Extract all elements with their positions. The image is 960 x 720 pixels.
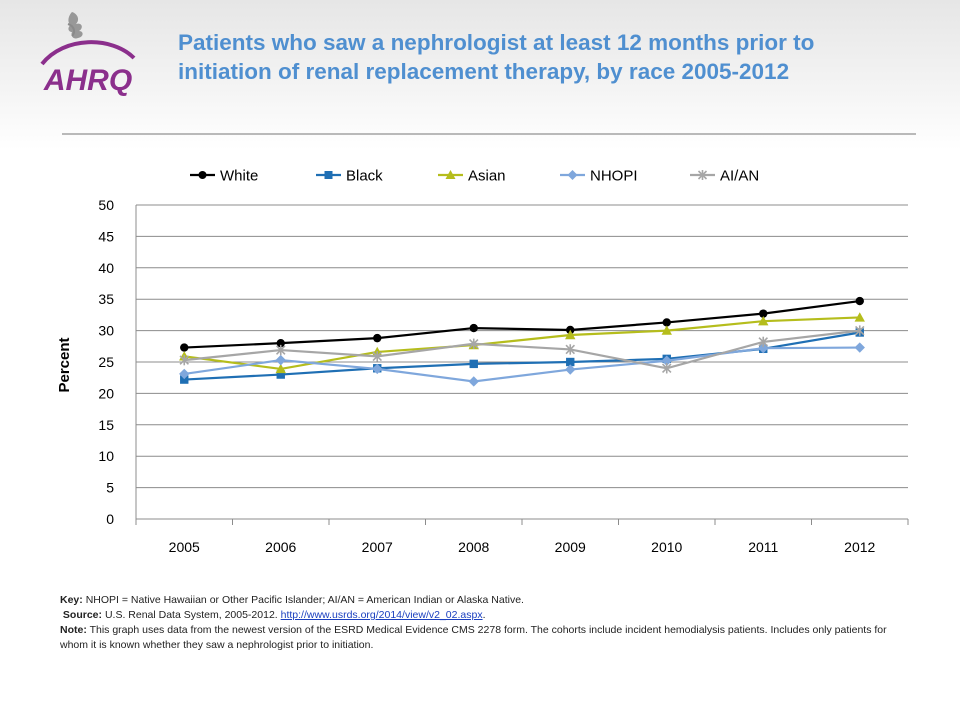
y-tick-label: 0 — [106, 511, 114, 527]
data-point — [566, 357, 575, 367]
y-tick-labels: 0 5 10 15 20 25 30 35 40 45 50 — [98, 197, 114, 527]
x-tick-label: 2005 — [169, 539, 200, 555]
data-point — [372, 351, 383, 362]
note-text: This graph uses data from the newest ver… — [60, 624, 887, 651]
legend-label: Black — [346, 168, 383, 185]
y-tick-label: 10 — [98, 448, 114, 464]
data-point — [180, 343, 189, 352]
y-tick-label: 25 — [98, 354, 114, 370]
data-point — [276, 338, 285, 348]
legend-item: Asian — [438, 168, 506, 185]
data-point — [372, 363, 383, 375]
x-tick-label: 2007 — [362, 539, 393, 555]
data-point — [565, 329, 576, 340]
chart-axes — [135, 205, 909, 525]
series-ai-an — [179, 325, 865, 374]
chart-legend: White Black Asian NHOPI AI/AN — [190, 168, 759, 185]
legend-swatch-marker — [567, 170, 578, 180]
x-tick-label: 2012 — [844, 539, 875, 555]
data-point — [759, 309, 768, 318]
data-point — [662, 318, 671, 327]
key-label: Key: — [60, 594, 83, 606]
data-point — [661, 363, 672, 374]
data-point — [179, 368, 190, 380]
y-tick-label: 40 — [98, 260, 114, 276]
legend-label: Asian — [468, 168, 506, 185]
slide-header: AHRQ Patients who saw a nephrologist at … — [0, 0, 960, 150]
legend-label: AI/AN — [720, 168, 759, 185]
key-note: Key: NHOPI = Native Hawaiian or Other Pa… — [60, 593, 910, 608]
x-tick-label: 2009 — [555, 539, 586, 555]
data-point — [469, 359, 478, 369]
data-point — [373, 333, 382, 343]
legend-item: Black — [316, 168, 383, 185]
data-point — [275, 344, 286, 356]
x-tick-labels: 2005 2006 2007 2008 2009 2010 2011 2012 — [169, 539, 876, 555]
x-tick-label: 2010 — [651, 539, 682, 555]
legend-label: White — [220, 168, 258, 185]
data-point — [275, 363, 286, 374]
y-tick-label: 20 — [98, 385, 114, 401]
series-line — [184, 299, 860, 349]
y-tick-label: 5 — [106, 480, 114, 496]
y-tick-label: 15 — [98, 417, 114, 433]
data-point — [565, 344, 576, 355]
logo-wordmark: AHRQ — [43, 64, 132, 97]
line-chart: White Black Asian NHOPI AI/AN 0 5 10 15 20 25 30 35… — [56, 168, 909, 555]
y-tick-label: 35 — [98, 291, 114, 307]
legend-swatch-marker — [697, 170, 708, 180]
data-point — [275, 354, 286, 366]
data-point — [855, 296, 864, 306]
series-line — [184, 346, 860, 383]
series-line — [184, 329, 860, 370]
data-point — [854, 312, 865, 322]
y-tick-label: 30 — [98, 323, 114, 339]
legend-swatch-marker — [324, 171, 333, 179]
x-tick-label: 2006 — [265, 539, 296, 555]
data-point — [661, 325, 672, 335]
legend-item: NHOPI — [560, 168, 638, 185]
y-axis-label: Percent — [56, 337, 73, 392]
note: Note: This graph uses data from the newe… — [60, 623, 910, 653]
chart-series — [179, 296, 865, 387]
series-nhopi — [179, 342, 865, 387]
data-point — [276, 370, 285, 379]
note-label: Note: — [60, 624, 87, 636]
source-label: Source: — [62, 609, 103, 621]
legend-swatch-marker — [445, 170, 456, 179]
source-note: Source: U.S. Renal Data System, 2005-201… — [60, 608, 910, 623]
legend-label: NHOPI — [590, 168, 638, 185]
series-line — [184, 316, 860, 371]
y-tick-label: 45 — [98, 228, 114, 244]
slide-footnotes: Key: NHOPI = Native Hawaiian or Other Pa… — [60, 593, 910, 653]
hhs-eagle-icon — [67, 12, 83, 39]
data-point — [179, 354, 190, 366]
logo-swoosh — [40, 40, 136, 66]
source-link[interactable]: http://www.usrds.org/2014/view/v2_02.asp… — [280, 609, 483, 621]
data-point — [758, 315, 769, 326]
y-tick-label: 50 — [98, 197, 114, 213]
data-point — [180, 375, 189, 384]
source-end: . — [482, 609, 486, 621]
data-point — [758, 336, 769, 348]
legend-item: AI/AN — [690, 168, 759, 185]
source-text: U.S. Renal Data System, 2005-2012. — [104, 609, 278, 621]
key-text: NHOPI = Native Hawaiian or Other Pacific… — [85, 594, 524, 606]
legend-item: White — [190, 168, 258, 185]
page-title: Patients who saw a nephrologist at least… — [178, 30, 815, 84]
data-point — [854, 325, 865, 336]
data-point — [565, 364, 576, 375]
data-point — [468, 376, 479, 387]
data-point — [661, 355, 672, 366]
data-point — [854, 342, 865, 353]
header-divider — [62, 133, 916, 135]
data-point — [469, 323, 478, 333]
legend-swatch-marker — [198, 171, 207, 179]
x-tick-label: 2011 — [748, 539, 778, 555]
data-point — [468, 338, 479, 349]
x-tick-label: 2008 — [458, 539, 489, 555]
ahrq-logo: AHRQ — [40, 12, 136, 97]
